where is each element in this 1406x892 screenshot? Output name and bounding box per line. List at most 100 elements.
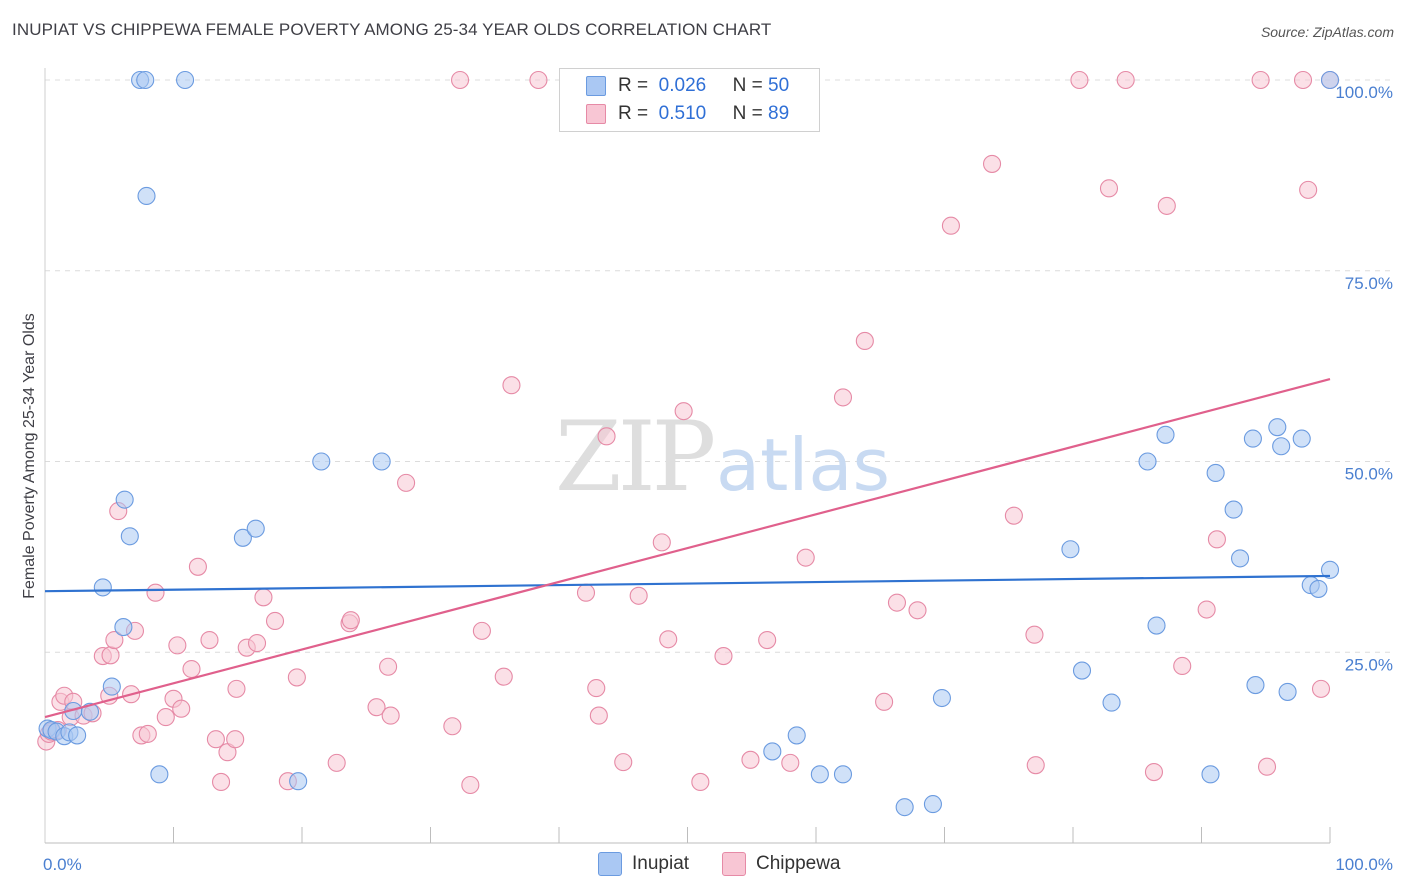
chippewa-point [502,376,521,395]
inupiat-legend-swatch [598,852,622,876]
chippewa-point [1025,625,1044,644]
legend-r-value: 0.026 [658,75,707,96]
chippewa-trend-line [44,378,1331,719]
trend-lines [44,378,1331,719]
source-credit: Source: ZipAtlas.com [1260,24,1394,40]
chippewa-point [589,706,608,725]
watermark: ZIP atlas [555,401,890,513]
y-tick-label: 75.0% [1345,274,1393,293]
chippewa-point [1293,70,1313,90]
chippewa-point [887,593,907,612]
stats-legend: R = 0.026 N = 50 R = 0.510 N = 89 [559,68,820,132]
chippewa-point [211,772,231,792]
chippewa-point [254,588,273,607]
chippewa-point [614,753,633,772]
chippewa-point [341,611,360,630]
chippewa-point [659,630,678,649]
inupiat-point [1278,682,1297,701]
inupiat-trend-line [44,574,1331,593]
chippewa-point [101,646,120,665]
chart-title: INUPIAT VS CHIPPEWA FEMALE POVERTY AMONG… [12,20,772,39]
inupiat-point [763,742,782,761]
inupiat-point [102,677,121,696]
chippewa-point [1157,196,1176,215]
inupiat-point [1320,70,1340,90]
inupiat-point [1309,579,1328,598]
chippewa-point [206,730,225,749]
chippewa-point [287,668,306,687]
chippewa-point [875,692,894,711]
inupiat-point [1102,693,1121,712]
inupiat-points [38,70,1340,817]
chippewa-point [1070,70,1089,90]
legend-item-inupiat: Inupiat [598,852,689,876]
chippewa-point [781,753,800,772]
chippewa-point [833,388,853,407]
tick-labels: 25.0% 50.0% 75.0% 100.0% 0.0% 100.0% [43,83,1393,874]
chippewa-legend-swatch [722,852,746,876]
watermark-atlas: atlas [716,423,890,507]
inupiat-point [246,519,265,538]
inupiat-point [1224,500,1243,519]
legend-item-chippewa: Chippewa [722,852,841,876]
inupiat-point [289,772,308,791]
inupiat-point [1320,560,1340,579]
chippewa-point [443,717,462,736]
inupiat-point [1072,661,1092,680]
chippewa-point [1173,656,1192,676]
inupiat-point [1231,549,1250,568]
inupiat-swatch [586,76,606,96]
legend-n-label: N = [732,103,763,124]
legend-r-value: 0.510 [658,103,707,124]
chippewa-point [327,753,346,772]
chippewa-point [1099,179,1119,198]
x-tick-label: 0.0% [43,855,82,874]
chippewa-point [1251,70,1270,90]
inupiat-point [233,528,252,547]
inupiat-point [93,578,112,597]
chippewa-point [674,402,693,421]
chippewa-point [226,730,245,749]
legend-r-label: R = [618,103,649,124]
inupiat-point [833,765,853,784]
inupiat-point [932,688,951,708]
chippewa-point [156,708,175,727]
legend-n-label: N = [732,75,763,96]
legend-n-value: 89 [768,103,790,124]
chippewa-point [138,724,157,743]
chippewa-point [379,657,398,676]
inupiat-point [810,765,829,784]
inupiat-point [1246,676,1265,695]
y-tick-label: 100.0% [1335,83,1393,102]
inupiat-point [895,798,914,817]
chippewa-point [397,473,416,492]
chippewa-point [652,533,671,552]
legend-n-value: 50 [768,75,790,96]
inupiat-point [1156,425,1175,444]
chippewa-point [576,583,596,602]
inupiat-point [150,765,169,784]
legend-row-chippewa: R = 0.510 N = 89 [586,102,789,126]
series-legend: Inupiat Chippewa [0,852,1406,878]
chippewa-point [587,679,606,698]
inupiat-point [1268,418,1287,437]
chippewa-point [714,647,733,666]
inupiat-point [1243,429,1262,448]
inupiat-point [1272,437,1291,456]
chippewa-point [168,636,187,655]
chippewa-point [188,557,207,576]
chippewa-point [1207,530,1226,549]
chippewa-point [1299,180,1318,199]
inupiat-point [68,726,87,745]
chippewa-point [472,621,491,640]
chippewa-point [200,630,219,650]
chippewa-point [265,611,285,631]
inupiat-point [1138,452,1157,471]
inupiat-point [923,795,942,814]
gridlines [45,79,1395,653]
chippewa-swatch [586,104,606,124]
chippewa-point [529,70,548,90]
inupiat-point [115,490,134,509]
y-tick-label: 25.0% [1345,655,1393,674]
